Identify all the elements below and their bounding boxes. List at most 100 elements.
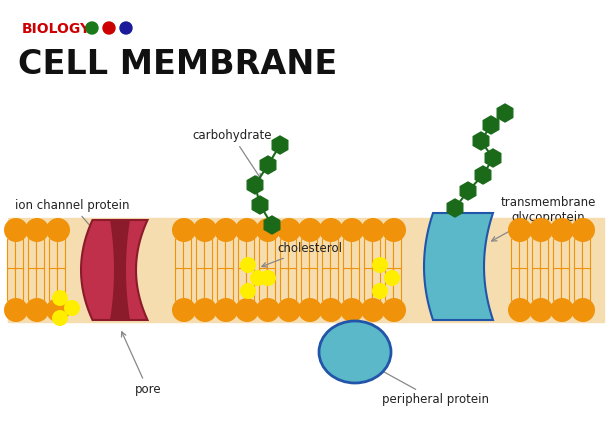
FancyBboxPatch shape (225, 239, 234, 271)
FancyBboxPatch shape (583, 239, 591, 271)
Circle shape (214, 218, 238, 242)
FancyBboxPatch shape (217, 239, 225, 271)
Circle shape (46, 218, 70, 242)
Text: transmembrane
glycoprotein: transmembrane glycoprotein (491, 196, 595, 241)
FancyBboxPatch shape (343, 268, 351, 301)
Polygon shape (424, 213, 493, 320)
FancyBboxPatch shape (288, 268, 296, 301)
Circle shape (193, 298, 217, 322)
FancyBboxPatch shape (394, 268, 401, 301)
Circle shape (86, 22, 98, 34)
FancyBboxPatch shape (330, 239, 338, 271)
Circle shape (550, 298, 574, 322)
FancyBboxPatch shape (184, 268, 192, 301)
Circle shape (193, 218, 217, 242)
Circle shape (25, 298, 49, 322)
FancyBboxPatch shape (204, 268, 212, 301)
Polygon shape (260, 156, 276, 174)
Circle shape (529, 218, 553, 242)
Polygon shape (473, 132, 489, 150)
FancyBboxPatch shape (532, 268, 540, 301)
Text: carbohydrate: carbohydrate (192, 129, 272, 178)
FancyBboxPatch shape (310, 268, 318, 301)
Circle shape (571, 218, 595, 242)
Circle shape (372, 257, 388, 273)
FancyBboxPatch shape (15, 268, 23, 301)
FancyBboxPatch shape (259, 268, 267, 301)
FancyBboxPatch shape (351, 268, 359, 301)
Circle shape (52, 290, 68, 306)
FancyBboxPatch shape (520, 268, 528, 301)
FancyBboxPatch shape (280, 268, 288, 301)
FancyBboxPatch shape (259, 239, 267, 271)
FancyBboxPatch shape (267, 239, 275, 271)
Circle shape (4, 218, 28, 242)
Polygon shape (497, 104, 513, 122)
FancyBboxPatch shape (29, 268, 37, 301)
Circle shape (340, 218, 364, 242)
FancyBboxPatch shape (50, 268, 58, 301)
Circle shape (103, 22, 115, 34)
FancyBboxPatch shape (280, 239, 288, 271)
FancyBboxPatch shape (343, 239, 351, 271)
Polygon shape (252, 196, 268, 214)
FancyBboxPatch shape (29, 239, 37, 271)
FancyBboxPatch shape (288, 239, 296, 271)
FancyBboxPatch shape (176, 268, 184, 301)
FancyBboxPatch shape (575, 239, 583, 271)
FancyBboxPatch shape (50, 239, 58, 271)
FancyBboxPatch shape (302, 239, 310, 271)
Circle shape (235, 218, 259, 242)
Circle shape (298, 298, 322, 322)
FancyBboxPatch shape (247, 268, 255, 301)
Circle shape (240, 257, 256, 273)
FancyBboxPatch shape (267, 268, 275, 301)
FancyBboxPatch shape (7, 268, 15, 301)
Circle shape (508, 298, 532, 322)
Circle shape (277, 218, 301, 242)
Circle shape (361, 218, 385, 242)
FancyBboxPatch shape (386, 239, 394, 271)
Polygon shape (475, 166, 491, 184)
Circle shape (214, 298, 238, 322)
Circle shape (46, 298, 70, 322)
FancyBboxPatch shape (58, 239, 65, 271)
Polygon shape (485, 149, 501, 167)
FancyBboxPatch shape (239, 239, 247, 271)
FancyBboxPatch shape (351, 239, 359, 271)
FancyBboxPatch shape (553, 268, 561, 301)
Polygon shape (272, 136, 288, 154)
FancyBboxPatch shape (37, 268, 45, 301)
FancyBboxPatch shape (58, 268, 65, 301)
Text: cholesterol: cholesterol (262, 242, 343, 267)
Polygon shape (483, 116, 499, 134)
FancyBboxPatch shape (512, 268, 520, 301)
Polygon shape (247, 176, 263, 194)
FancyBboxPatch shape (553, 239, 561, 271)
Circle shape (319, 218, 343, 242)
Circle shape (256, 298, 280, 322)
FancyBboxPatch shape (196, 239, 204, 271)
Circle shape (240, 283, 256, 299)
FancyBboxPatch shape (561, 239, 570, 271)
Circle shape (64, 300, 80, 316)
FancyBboxPatch shape (365, 268, 373, 301)
Text: CELL MEMBRANE: CELL MEMBRANE (18, 48, 337, 81)
Bar (8, 218, 604, 322)
FancyBboxPatch shape (520, 239, 528, 271)
FancyBboxPatch shape (532, 239, 540, 271)
FancyBboxPatch shape (583, 268, 591, 301)
Circle shape (52, 310, 68, 326)
FancyBboxPatch shape (196, 268, 204, 301)
Circle shape (508, 218, 532, 242)
Circle shape (277, 298, 301, 322)
FancyBboxPatch shape (540, 239, 548, 271)
Circle shape (319, 298, 343, 322)
FancyBboxPatch shape (176, 239, 184, 271)
Circle shape (172, 298, 196, 322)
FancyBboxPatch shape (365, 239, 373, 271)
Circle shape (172, 218, 196, 242)
Circle shape (361, 298, 385, 322)
FancyBboxPatch shape (323, 268, 330, 301)
FancyBboxPatch shape (204, 239, 212, 271)
